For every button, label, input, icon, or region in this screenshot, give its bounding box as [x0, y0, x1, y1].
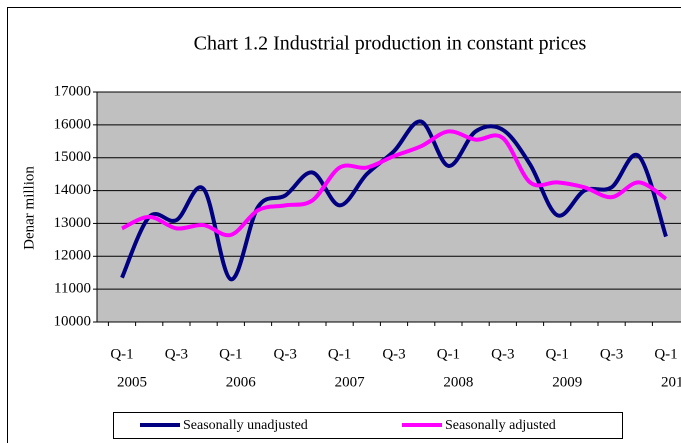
x-tick-label: Q-3	[274, 346, 297, 362]
x-tick-label: Q-1	[654, 346, 677, 362]
x-tick-label: Q-3	[382, 346, 405, 362]
x-tick-label: Q-3	[165, 346, 188, 362]
y-tick-label: 14000	[54, 182, 92, 198]
legend-label: Seasonally unadjusted	[183, 418, 308, 433]
x-tick-label: Q-1	[437, 346, 460, 362]
x-tick-label: Q-1	[546, 346, 569, 362]
x-year-label: 2009	[552, 374, 582, 390]
y-tick-label: 10000	[54, 313, 92, 329]
y-tick-label: 13000	[54, 215, 92, 231]
x-year-label: 2006	[226, 374, 257, 390]
y-tick-label: 12000	[54, 248, 92, 264]
x-year-label: 2010	[661, 374, 681, 390]
x-tick-label: Q-1	[110, 346, 133, 362]
x-year-label: 2005	[117, 374, 147, 390]
legend-label: Seasonally adjusted	[445, 418, 556, 433]
y-tick-label: 17000	[54, 83, 92, 99]
y-tick-label: 11000	[54, 281, 91, 297]
x-tick-label: Q-3	[491, 346, 514, 362]
plot-area	[96, 91, 681, 323]
y-tick-label: 15000	[54, 149, 92, 165]
legend-box	[113, 412, 623, 439]
y-axis-label: Denar million	[21, 166, 37, 250]
x-tick-label: Q-3	[600, 346, 623, 362]
y-tick-label: 16000	[54, 116, 92, 132]
x-tick-label: Q-1	[219, 346, 242, 362]
line-series	[121, 129, 668, 238]
chart-title: Chart 1.2 Industrial production in const…	[194, 33, 587, 55]
line-series	[120, 119, 668, 282]
x-year-label: 2007	[335, 374, 366, 390]
x-year-label: 2008	[443, 374, 473, 390]
x-tick-label: Q-1	[328, 346, 351, 362]
